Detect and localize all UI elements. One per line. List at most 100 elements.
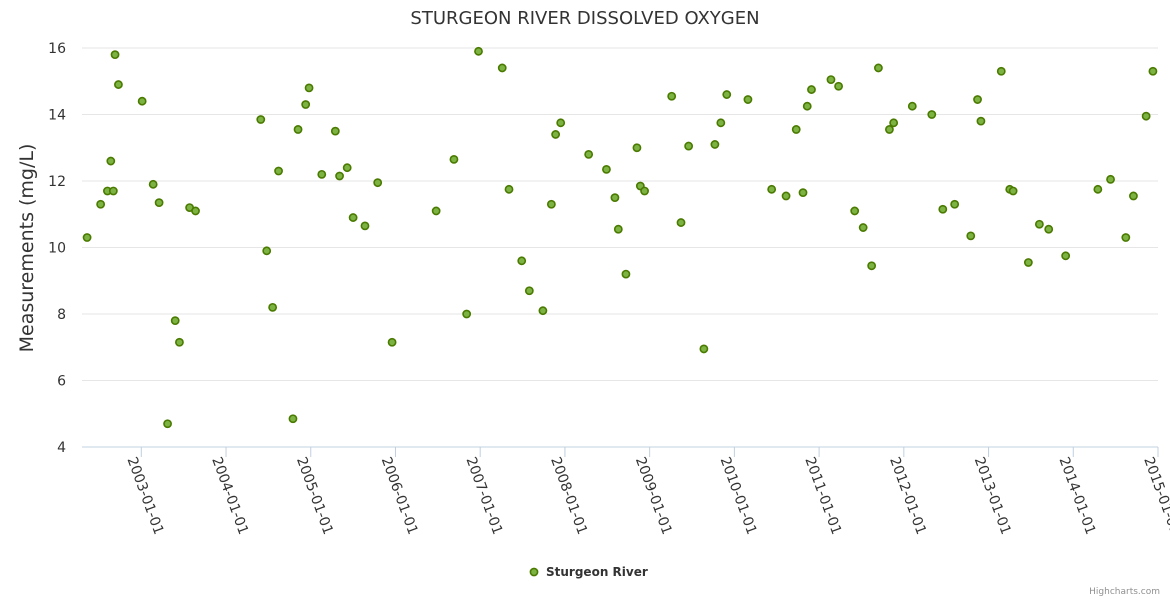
data-point[interactable] [858,223,868,232]
data-point[interactable] [148,179,158,189]
data-point[interactable] [175,337,184,347]
data-point[interactable] [360,221,370,231]
data-point[interactable] [584,149,594,159]
legend[interactable]: Sturgeon River [529,565,648,579]
data-point[interactable] [449,154,459,164]
data-point[interactable] [96,199,106,209]
data-point[interactable] [996,66,1006,76]
data-point[interactable] [889,118,899,128]
data-point[interactable] [699,344,709,354]
data-point[interactable] [613,224,623,234]
y-tick-label: 12 [48,174,66,190]
legend-marker[interactable] [529,567,539,577]
data-point[interactable] [640,186,649,196]
data-point[interactable] [798,188,808,198]
data-point[interactable] [1061,251,1071,261]
data-point[interactable] [950,199,960,209]
data-point[interactable] [802,101,812,111]
data-point[interactable] [976,116,986,126]
data-point[interactable] [330,126,340,136]
data-point[interactable] [114,80,123,89]
data-point[interactable] [82,233,92,242]
data-point[interactable] [137,96,147,106]
data-point[interactable] [1148,66,1158,76]
data-point[interactable] [462,309,472,319]
data-point[interactable] [1008,186,1018,196]
data-point[interactable] [767,184,777,194]
data-point[interactable] [716,118,726,128]
data-point[interactable] [556,118,566,128]
data-point[interactable] [885,125,894,134]
data-point[interactable] [621,269,631,279]
data-point[interactable] [474,46,483,56]
credits-link[interactable]: Highcharts.com [1089,587,1160,597]
data-point[interactable] [348,213,358,222]
data-point[interactable] [110,50,120,60]
y-tick-label: 8 [57,307,66,323]
data-point[interactable] [938,204,948,214]
data-point[interactable] [274,166,283,176]
data-point[interactable] [504,184,514,194]
data-point[interactable] [154,198,164,208]
data-point[interactable] [667,91,677,101]
data-point[interactable] [373,178,383,188]
data-point[interactable] [387,337,397,347]
data-point[interactable] [538,306,548,316]
data-point[interactable] [293,125,303,134]
data-point[interactable] [163,419,172,429]
data-point[interactable] [191,206,200,216]
data-point[interactable] [834,81,843,91]
data-point[interactable] [710,140,720,149]
data-point[interactable] [684,141,694,151]
data-points[interactable] [82,46,1158,429]
data-point[interactable] [262,246,272,256]
legend-label[interactable]: Sturgeon River [546,565,648,579]
data-point[interactable] [517,256,527,266]
data-point[interactable] [826,75,836,84]
data-point[interactable] [610,193,620,203]
data-point[interactable] [1034,219,1044,229]
data-point[interactable] [722,90,732,99]
data-point[interactable] [546,199,556,209]
data-point[interactable] [524,286,534,296]
data-point[interactable] [907,101,917,111]
data-point[interactable] [1106,174,1115,184]
data-point[interactable] [874,63,883,73]
data-point[interactable] [850,206,860,216]
x-axis: 2003-01-01 2004-01-01 2005-01-01 2006-01-01… [82,446,1170,537]
y-tick-label: 4 [57,440,66,456]
data-point[interactable] [256,115,266,124]
data-point[interactable] [791,125,801,134]
data-point[interactable] [1023,258,1033,267]
data-point[interactable] [342,163,352,173]
data-point[interactable] [268,302,278,312]
data-point[interactable] [170,316,180,326]
data-point[interactable] [317,169,327,179]
data-point[interactable] [301,100,311,109]
data-point[interactable] [497,63,507,73]
data-point[interactable] [431,206,441,216]
data-point[interactable] [1129,191,1138,201]
data-point[interactable] [335,171,344,181]
data-point[interactable] [1121,233,1131,242]
data-point[interactable] [807,85,816,94]
data-point[interactable] [973,95,982,104]
data-point[interactable] [927,110,937,119]
data-point[interactable] [288,414,298,424]
data-point[interactable] [602,164,611,174]
data-point[interactable] [1044,224,1054,234]
data-point[interactable] [106,156,116,166]
data-point[interactable] [551,130,561,139]
data-point[interactable] [676,218,686,227]
data-point[interactable] [743,95,753,104]
data-point[interactable] [867,261,877,271]
data-point[interactable] [108,186,118,196]
x-tick-label: 2003-01-01 [124,455,167,537]
data-point[interactable] [1093,184,1103,194]
data-point[interactable] [304,83,314,93]
data-point[interactable] [781,191,791,201]
data-point[interactable] [966,231,976,241]
data-point[interactable] [1141,111,1151,121]
data-point[interactable] [632,143,642,153]
y-tick-label: 16 [48,41,66,57]
